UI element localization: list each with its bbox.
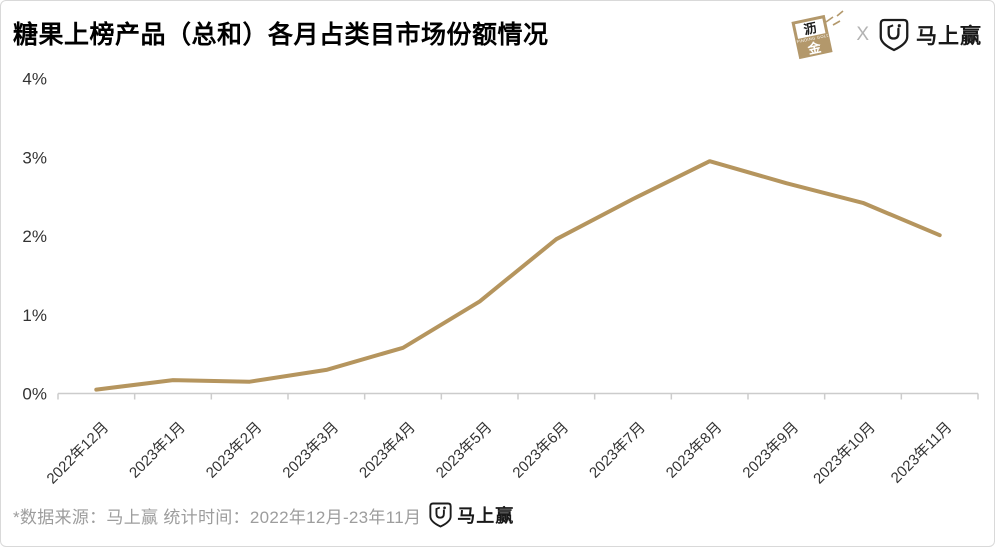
- x-axis-label: 2023年2月: [203, 419, 266, 482]
- x-axis-label: 2022年12月: [44, 419, 113, 488]
- x-axis-label: 2023年10月: [810, 419, 879, 488]
- x-axis-label: 2023年3月: [279, 419, 342, 482]
- footer-msy-label: 马上赢: [457, 506, 515, 526]
- msy-shield-icon: [429, 502, 452, 528]
- x-axis-label: 2023年5月: [433, 419, 496, 482]
- data-source-note: *数据来源：马上赢 统计时间：2022年12月-23年11月: [13, 507, 422, 527]
- x-axis-label: 2023年8月: [663, 419, 726, 482]
- x-axis-label: 2023年9月: [739, 419, 802, 482]
- x-axis-label: 2023年1月: [126, 419, 189, 482]
- brand-bar: 沥 FINDING GOLD 金 X 马上赢: [790, 9, 982, 61]
- series-line: [94, 159, 942, 392]
- x-axis-label: 2023年6月: [509, 419, 572, 482]
- footer-msy-logo: 马上赢: [429, 502, 514, 528]
- msy-shield-icon: [879, 18, 909, 52]
- footer: *数据来源：马上赢 统计时间：2022年12月-23年11月 马上赢: [13, 502, 514, 528]
- y-axis-label: 4%: [22, 70, 47, 89]
- y-axis-label: 2%: [22, 227, 47, 246]
- msy-logo-label: 马上赢: [916, 25, 982, 48]
- page-title: 糖果上榜产品（总和）各月占类目市场份额情况: [13, 21, 549, 49]
- y-axis-label: 3%: [22, 148, 47, 167]
- sparkle-rays-icon: [825, 10, 844, 26]
- x-axis-label: 2023年4月: [356, 419, 419, 482]
- lijin-logo: 沥 FINDING GOLD 金: [790, 9, 846, 61]
- x-axis-label: 2023年11月: [888, 419, 956, 487]
- brand-separator: X: [856, 24, 869, 45]
- x-axis-label: 2023年7月: [586, 419, 649, 482]
- msy-logo: 马上赢: [879, 18, 982, 52]
- y-axis-label: 1%: [22, 306, 47, 325]
- y-axis-label: 0%: [22, 385, 47, 404]
